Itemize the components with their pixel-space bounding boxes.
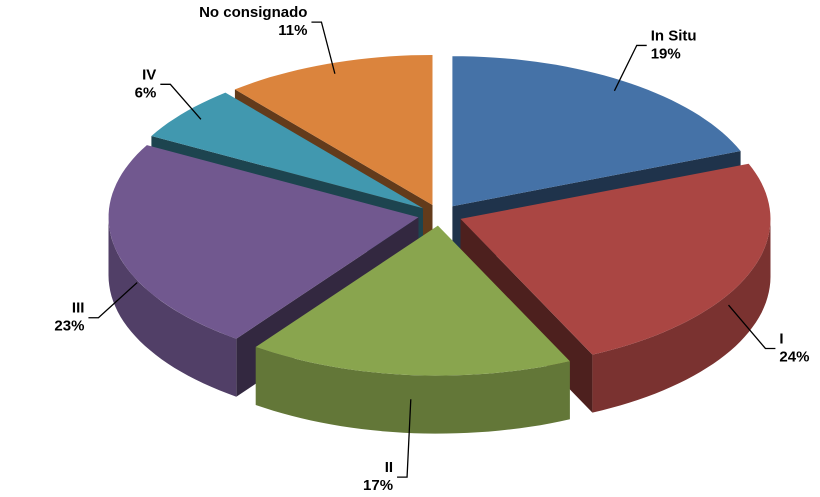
slice xyxy=(460,163,771,355)
leader-line xyxy=(88,282,138,319)
slice-value-label: 11% xyxy=(278,22,307,39)
slice-value-label: 24% xyxy=(779,348,809,365)
slice-label: No consignado xyxy=(199,4,307,21)
leader-line xyxy=(311,21,336,74)
slice-label: In Situ xyxy=(651,27,697,44)
slice-label: IV xyxy=(142,66,156,83)
slice xyxy=(452,56,741,207)
slice xyxy=(151,92,423,209)
slice xyxy=(234,55,433,205)
slice-value-label: 23% xyxy=(54,318,84,335)
slice-label: I xyxy=(779,330,783,347)
leader-line xyxy=(160,83,202,120)
leader-line xyxy=(397,399,412,478)
slice-label: III xyxy=(72,300,85,317)
slice-label: II xyxy=(385,459,393,476)
slice-value-label: 19% xyxy=(651,45,681,62)
leader-line xyxy=(613,44,647,92)
slice xyxy=(255,225,570,376)
slice-side xyxy=(592,218,771,413)
slice-group xyxy=(255,225,570,434)
leader-line xyxy=(728,304,776,350)
slice-value-label: 6% xyxy=(135,84,157,101)
slice-side xyxy=(108,217,237,397)
slice xyxy=(108,145,419,339)
slice-value-label: 17% xyxy=(363,477,393,494)
slice-side xyxy=(255,347,570,434)
